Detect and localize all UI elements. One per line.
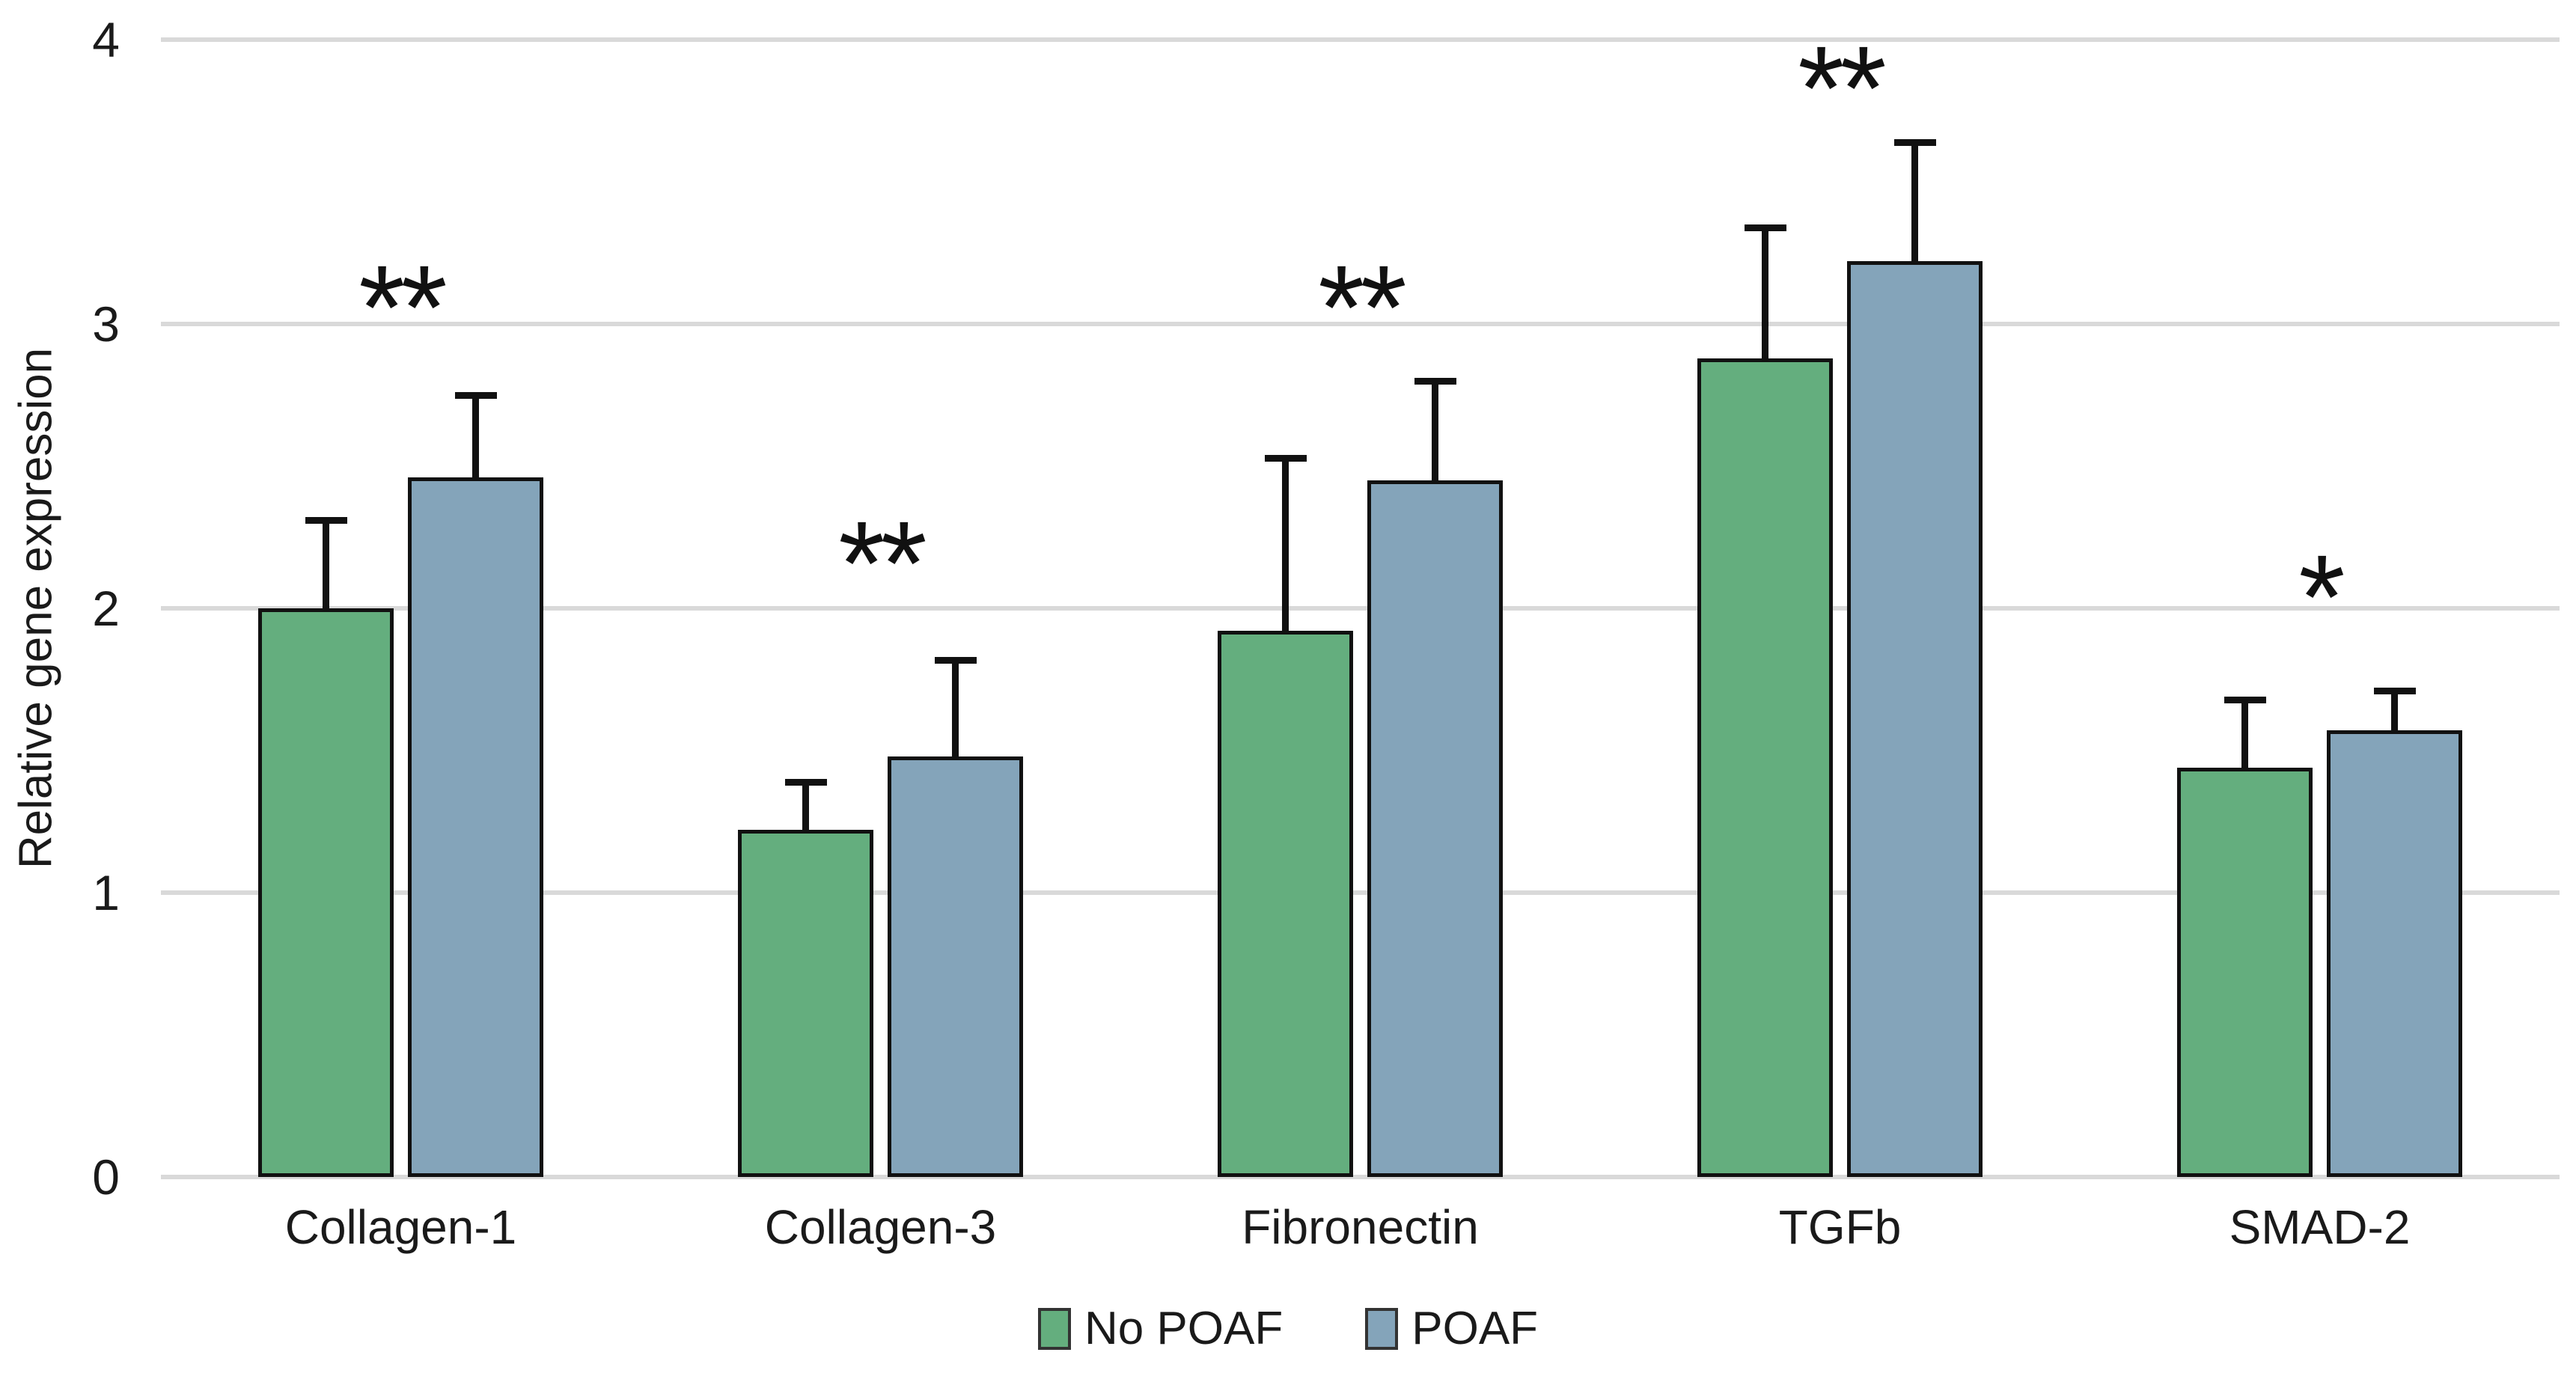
- legend-label: POAF: [1411, 1303, 1539, 1354]
- x-axis-label-smad-2: SMAD-2: [2229, 1200, 2411, 1254]
- plot-area: ** ** ** ** *: [161, 28, 2560, 1179]
- error-bar-cap: [934, 656, 977, 664]
- error-bar-stem: [1282, 454, 1289, 632]
- error-bar-stem: [2241, 696, 2248, 768]
- error-bar-stem: [2391, 688, 2398, 731]
- error-bar-stem: [802, 779, 809, 831]
- error-bar-cap: [454, 392, 497, 400]
- gridline-y-2: [161, 606, 2560, 611]
- bar-no-poaf-collagen-3: [738, 830, 873, 1177]
- legend: No POAF POAF: [0, 1306, 2576, 1352]
- gridline-y-1: [161, 890, 2560, 895]
- y-tick-label-0: 0: [92, 1149, 120, 1205]
- bar-poaf-collagen-1: [408, 477, 543, 1177]
- error-bar-cap: [1414, 378, 1456, 385]
- gridline-y-0: [161, 1175, 2560, 1179]
- error-bar-cap: [2373, 688, 2416, 695]
- x-axis-label-collagen-3: Collagen-3: [764, 1200, 997, 1254]
- error-bar-stem: [952, 656, 959, 756]
- error-bar-cap: [784, 779, 827, 786]
- error-bar-stem: [472, 392, 479, 478]
- significance-marker-collagen-3: **: [838, 495, 927, 630]
- significance-marker-smad-2: *: [2298, 530, 2345, 664]
- legend-item-no-poaf: No POAF: [1037, 1303, 1284, 1354]
- legend-swatch-poaf: [1365, 1308, 1399, 1350]
- x-axis-label-tgfb: TGFb: [1778, 1200, 1902, 1254]
- gridline-y-3: [161, 322, 2560, 326]
- y-tick-label-4: 4: [92, 12, 120, 67]
- gridline-y-4: [161, 37, 2560, 42]
- bar-no-poaf-fibronectin: [1218, 631, 1353, 1177]
- x-axis-label-collagen-1: Collagen-1: [284, 1200, 517, 1254]
- error-bar-cap: [305, 517, 347, 525]
- significance-marker-tgfb: **: [1798, 21, 1887, 155]
- x-axis-label-fibronectin: Fibronectin: [1242, 1200, 1479, 1254]
- error-bar-cap: [2224, 696, 2266, 703]
- legend-label: No POAF: [1084, 1303, 1284, 1354]
- bar-no-poaf-smad-2: [2177, 767, 2313, 1177]
- error-bar-cap: [1744, 224, 1786, 231]
- y-tick-label-1: 1: [92, 865, 120, 920]
- bar-no-poaf-collagen-1: [258, 608, 394, 1177]
- legend-swatch-no-poaf: [1037, 1308, 1071, 1350]
- legend-item-poaf: POAF: [1365, 1306, 1538, 1352]
- error-bar-cap: [1893, 139, 1936, 146]
- error-bar-cap: [1264, 454, 1307, 462]
- bar-poaf-tgfb: [1847, 261, 1983, 1177]
- bar-poaf-collagen-3: [888, 756, 1023, 1177]
- error-bar-stem: [1911, 139, 1918, 262]
- error-bar-stem: [1432, 378, 1438, 480]
- y-tick-label-2: 2: [92, 581, 120, 636]
- significance-marker-collagen-1: **: [358, 239, 448, 374]
- y-tick-label-3: 3: [92, 296, 120, 352]
- error-bar-stem: [323, 517, 329, 608]
- bar-poaf-smad-2: [2327, 730, 2462, 1177]
- error-bar-stem: [1762, 224, 1768, 358]
- bar-no-poaf-tgfb: [1697, 358, 1833, 1177]
- significance-marker-fibronectin: **: [1318, 239, 1407, 374]
- bar-poaf-fibronectin: [1367, 480, 1503, 1177]
